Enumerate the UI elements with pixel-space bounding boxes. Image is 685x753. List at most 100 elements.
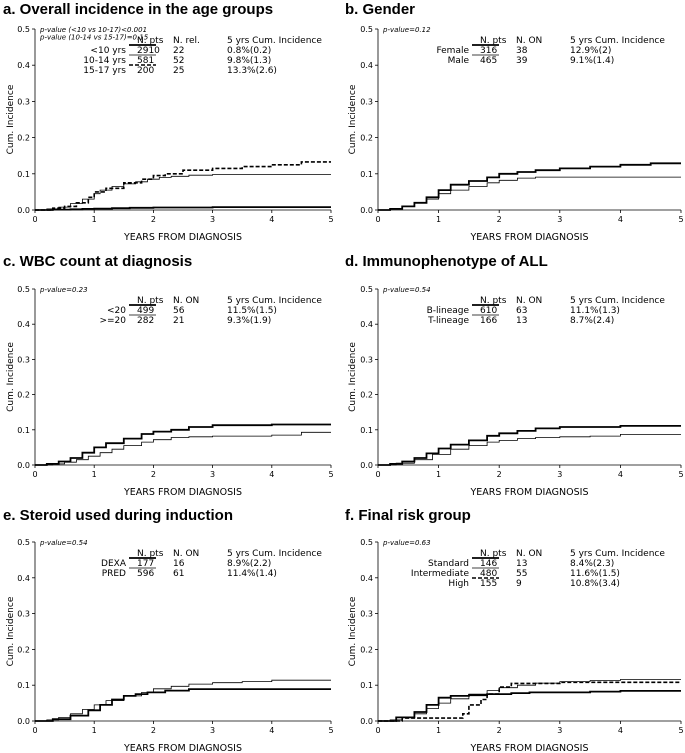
legend-ci-value: 11.4%(1.4)	[227, 569, 277, 579]
legend-series-name: DEXA	[101, 559, 127, 569]
legend-series-name: <20	[107, 306, 126, 316]
series-curve-10-14 yrs	[35, 174, 331, 211]
legend-header-events: N. rel.	[173, 36, 200, 46]
x-tick-label: 4	[618, 470, 623, 479]
legend-n-value: 146	[480, 559, 497, 569]
y-tick-label: 0.1	[360, 426, 373, 435]
x-tick-label: 2	[151, 470, 156, 479]
legend-ci-value: 8.4%(2.3)	[570, 559, 614, 569]
x-tick-label: 1	[92, 470, 97, 479]
y-tick-label: 0.3	[17, 610, 30, 619]
panel-a: a. Overall incidence in the age groups 0.…	[3, 1, 334, 243]
y-tick-label: 0.5	[360, 25, 373, 34]
series-curve-T-lineage	[378, 434, 681, 466]
legend-ci-value: 9.8%(1.3)	[227, 56, 271, 66]
panel-d: d. Immunophenotype of ALL 0.0 0.1 0.2 0.3 0.4…	[345, 253, 684, 498]
series-curve-B-lineage	[378, 425, 681, 466]
legend-n-value: 610	[480, 306, 497, 316]
x-tick-label: 4	[618, 215, 623, 224]
legend-ci-value: 11.6%(1.5)	[570, 569, 620, 579]
legend-ci-value: 9.1%(1.4)	[570, 56, 614, 66]
y-tick-label: 0.5	[360, 285, 373, 294]
legend-header-ci: 5 yrs Cum. Incidence	[570, 549, 665, 559]
x-tick-label: 2	[497, 726, 502, 735]
legend-n-value: 499	[137, 306, 154, 316]
y-axis-label: Cum. Incidence	[6, 596, 16, 666]
legend-series-name: Male	[448, 56, 470, 66]
y-tick-label: 0.0	[17, 206, 30, 215]
series-curve->=20	[35, 431, 331, 466]
series-curve-DEXA	[35, 688, 331, 722]
panel-title: b. Gender	[345, 1, 415, 18]
legend-n-value: 200	[137, 66, 154, 76]
y-tick-label: 0.5	[360, 538, 373, 547]
y-tick-label: 0.0	[360, 461, 373, 470]
series-curve-Intermediate	[378, 679, 681, 722]
y-tick-label: 0.2	[360, 645, 373, 654]
panel-f: f. Final risk group 0.0 0.1 0.2 0.3 0.4 0.5 0 1 2…	[345, 507, 684, 753]
legend-ci-value: 12.9%(2)	[570, 46, 611, 56]
y-tick-label: 0.3	[360, 610, 373, 619]
legend-series-name: 15-17 yrs	[83, 66, 126, 76]
y-tick-label: 0.0	[360, 206, 373, 215]
legend-ci-value: 11.1%(1.3)	[570, 306, 620, 316]
panel-title: e. Steroid used during induction	[3, 507, 233, 524]
p-value: p-value=0.63	[382, 539, 431, 547]
legend-events-value: 16	[173, 559, 185, 569]
p-value: p-value=0.54	[382, 286, 431, 294]
x-axis-label: YEARS FROM DIAGNOSIS	[123, 743, 242, 753]
y-tick-label: 0.3	[17, 97, 30, 106]
legend-events-value: 52	[173, 56, 184, 66]
legend-header-events: N. ON	[173, 296, 199, 306]
p-value: p-value (10-14 vs 15-17)=0.15	[39, 34, 149, 42]
y-tick-label: 0.1	[360, 170, 373, 179]
legend-n-value: 465	[480, 56, 497, 66]
series-curve-<20	[35, 423, 331, 466]
legend-ci-value: 11.5%(1.5)	[227, 306, 277, 316]
legend-n-value: 480	[480, 569, 497, 579]
x-tick-label: 0	[32, 470, 37, 479]
x-tick-label: 3	[557, 215, 562, 224]
x-tick-label: 3	[557, 470, 562, 479]
legend-header-ci: 5 yrs Cum. Incidence	[227, 36, 322, 46]
legend-ci-value: 10.8%(3.4)	[570, 579, 620, 589]
x-tick-label: 3	[210, 726, 215, 735]
legend-series-name: Female	[436, 46, 469, 56]
legend-events-value: 21	[173, 316, 184, 326]
legend-header-ci: 5 yrs Cum. Incidence	[570, 296, 665, 306]
y-tick-label: 0.4	[17, 320, 30, 329]
x-tick-label: 4	[269, 215, 274, 224]
x-tick-label: 2	[497, 470, 502, 479]
y-tick-label: 0.1	[17, 426, 30, 435]
x-tick-label: 1	[436, 470, 441, 479]
series-curve-<10 yrs	[35, 206, 331, 211]
legend-events-value: 39	[516, 56, 528, 66]
y-tick-label: 0.4	[360, 574, 373, 583]
y-tick-label: 0.3	[360, 97, 373, 106]
x-tick-label: 3	[557, 726, 562, 735]
y-tick-label: 0.5	[17, 25, 30, 34]
legend-events-value: 13	[516, 316, 527, 326]
x-tick-label: 0	[375, 726, 380, 735]
p-value: p-value=0.54	[39, 539, 88, 547]
legend-events-value: 63	[516, 306, 527, 316]
y-tick-label: 0.0	[17, 717, 30, 726]
panel-title: a. Overall incidence in the age groups	[3, 1, 273, 18]
legend-n-value: 316	[480, 46, 497, 56]
panel-title: c. WBC count at diagnosis	[3, 253, 192, 270]
legend-header-events: N. ON	[516, 549, 542, 559]
legend-series-name: >=20	[99, 316, 126, 326]
x-tick-label: 0	[375, 215, 380, 224]
x-tick-label: 5	[678, 470, 683, 479]
y-tick-label: 0.3	[360, 355, 373, 364]
legend-ci-value: 0.8%(0.2)	[227, 46, 271, 56]
x-tick-label: 1	[436, 215, 441, 224]
y-tick-label: 0.4	[360, 61, 373, 70]
x-tick-label: 0	[32, 726, 37, 735]
x-tick-label: 5	[678, 726, 683, 735]
y-tick-label: 0.4	[17, 61, 30, 70]
x-tick-label: 5	[328, 215, 333, 224]
y-tick-label: 0.1	[17, 170, 30, 179]
legend-series-name: Standard	[428, 559, 469, 569]
